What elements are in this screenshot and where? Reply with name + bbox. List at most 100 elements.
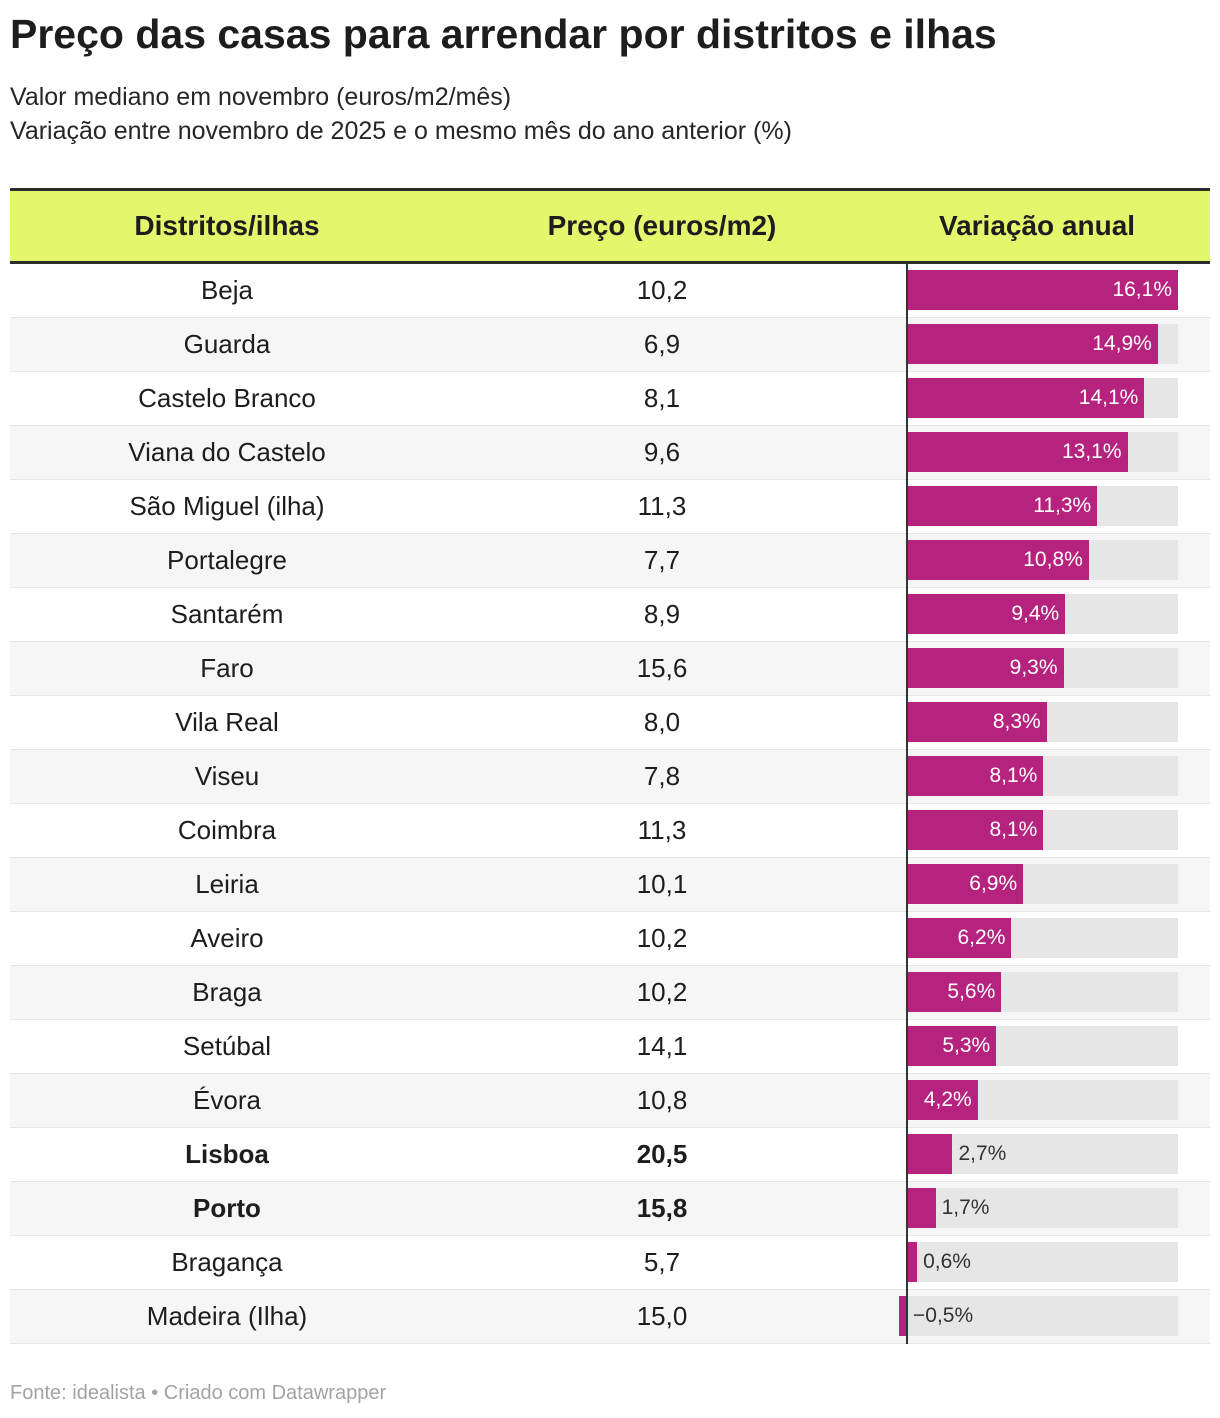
change-label: 9,3% <box>1009 656 1058 679</box>
change-bar <box>907 1026 997 1066</box>
change-bar <box>907 918 1012 958</box>
change-bar <box>907 1188 936 1228</box>
change-label: 11,3% <box>1033 494 1092 517</box>
table-row: Braga 10,2 5,6% <box>10 966 1210 1020</box>
price-cell: 9,6 <box>643 437 681 467</box>
district-cell: Évora <box>193 1085 261 1115</box>
table-row: Portalegre 7,7 10,8% <box>10 534 1210 588</box>
district-cell: Viseu <box>194 761 260 791</box>
annual-change-cell: 14,1% <box>880 372 1210 425</box>
district-cell: Bragança <box>171 1247 283 1277</box>
district-cell: Lisboa <box>185 1139 269 1169</box>
district-cell: Guarda <box>183 329 271 359</box>
change-bar <box>907 864 1024 904</box>
data-table: Distritos/ilhas Preço (euros/m2) Variaçã… <box>10 188 1210 1344</box>
source-label: Fonte: <box>10 1382 67 1404</box>
change-label: −0,5% <box>913 1304 974 1327</box>
district-cell: Braga <box>192 977 262 1007</box>
change-label: 5,3% <box>942 1034 991 1057</box>
annual-change-cell: 9,4% <box>880 588 1210 641</box>
change-bar <box>907 324 1158 364</box>
price-cell: 15,0 <box>636 1301 688 1331</box>
price-cell: 14,1 <box>636 1031 688 1061</box>
table-row: Santarém 8,9 9,4% <box>10 588 1210 642</box>
header-cell-annual-change[interactable]: Variação anual <box>938 210 1136 241</box>
chart-subtitle: Valor mediano em novembro (euros/m2/mês)… <box>10 80 792 148</box>
change-label: 4,2% <box>923 1088 972 1111</box>
district-cell: Coimbra <box>177 815 277 845</box>
subtitle-line: Variação entre novembro de 2025 e o mesm… <box>10 117 792 145</box>
table-row: Aveiro 10,2 6,2% <box>10 912 1210 966</box>
change-bar <box>907 378 1145 418</box>
price-cell: 11,3 <box>637 491 687 521</box>
change-bar <box>907 702 1047 742</box>
change-label: 8,1% <box>989 764 1038 787</box>
district-cell: Leiria <box>195 869 259 899</box>
change-bar <box>907 594 1066 634</box>
annual-change-cell: 10,8% <box>880 534 1210 587</box>
district-cell: Beja <box>200 275 254 305</box>
price-cell: 10,2 <box>636 275 688 305</box>
district-cell: Viana do Castelo <box>128 437 326 467</box>
bar-background <box>907 1296 1178 1336</box>
change-label: 6,9% <box>969 872 1018 895</box>
district-cell: Faro <box>200 653 254 683</box>
chart-title: Preço das casas para arrendar por distri… <box>10 11 997 57</box>
price-cell: 10,8 <box>636 1085 688 1115</box>
table-row: Faro 15,6 9,3% <box>10 642 1210 696</box>
annual-change-cell: 16,1% <box>880 264 1210 317</box>
table-row: Beja 10,2 16,1% <box>10 264 1210 318</box>
header-cell-price[interactable]: Preço (euros/m2) <box>547 210 777 241</box>
change-label: 1,7% <box>941 1196 990 1219</box>
district-cell: Aveiro <box>190 923 264 953</box>
change-bar <box>907 1134 953 1174</box>
annual-change-cell: 8,1% <box>880 804 1210 857</box>
district-cell: Setúbal <box>182 1031 272 1061</box>
zero-axis-line <box>906 264 908 1344</box>
table-row: Setúbal 14,1 5,3% <box>10 1020 1210 1074</box>
district-cell: Madeira (Ilha) <box>146 1301 308 1331</box>
datawrapper-credit-link[interactable]: Criado com Datawrapper <box>163 1382 387 1404</box>
price-cell: 15,8 <box>636 1193 688 1223</box>
price-cell: 11,3 <box>637 815 687 845</box>
district-cell: Santarém <box>170 599 284 629</box>
footer-separator: • <box>151 1382 159 1404</box>
annual-change-cell: 11,3% <box>880 480 1210 533</box>
annual-change-cell: 5,3% <box>880 1020 1210 1073</box>
change-label: 2,7% <box>958 1142 1007 1165</box>
table-row: Madeira (Ilha) 15,0 −0,5% <box>10 1290 1210 1344</box>
change-label: 8,1% <box>989 818 1038 841</box>
change-bar <box>907 270 1178 310</box>
source-name: idealista <box>72 1382 146 1404</box>
annual-change-cell: 5,6% <box>880 966 1210 1019</box>
district-cell: São Miguel (ilha) <box>129 491 325 521</box>
change-label: 0,6% <box>923 1250 971 1273</box>
change-label: 10,8% <box>1023 548 1083 571</box>
price-cell: 8,0 <box>643 707 681 737</box>
district-cell: Vila Real <box>175 707 279 737</box>
price-cell: 6,9 <box>643 329 681 359</box>
table-row: Viana do Castelo 9,6 13,1% <box>10 426 1210 480</box>
district-cell: Porto <box>193 1193 261 1223</box>
table-row: Porto 15,8 1,7% <box>10 1182 1210 1236</box>
header-cell-district[interactable]: Distritos/ilhas <box>134 210 320 241</box>
change-bar <box>907 1242 918 1282</box>
table-row: Leiria 10,1 6,9% <box>10 858 1210 912</box>
change-label: 9,4% <box>1011 602 1060 625</box>
change-label: 5,6% <box>947 980 996 1003</box>
change-label: 8,3% <box>992 710 1041 733</box>
table-body: Beja 10,2 16,1% Guarda 6,9 14,9% Castelo Branc… <box>10 264 1210 1344</box>
annual-change-cell: 6,2% <box>880 912 1210 965</box>
annual-change-cell: −0,5% <box>880 1290 1210 1343</box>
subtitle-line: Valor mediano em novembro (euros/m2/mês) <box>10 83 512 111</box>
change-bar <box>907 432 1128 472</box>
table-row: Guarda 6,9 14,9% <box>10 318 1210 372</box>
price-cell: 8,1 <box>643 383 681 413</box>
table-row: Coimbra 11,3 8,1% <box>10 804 1210 858</box>
annual-change-cell: 13,1% <box>880 426 1210 479</box>
price-cell: 10,1 <box>636 869 688 899</box>
table-row: Viseu 7,8 8,1% <box>10 750 1210 804</box>
bar-background <box>907 1242 1178 1282</box>
change-bar <box>907 1080 978 1120</box>
annual-change-cell: 4,2% <box>880 1074 1210 1127</box>
